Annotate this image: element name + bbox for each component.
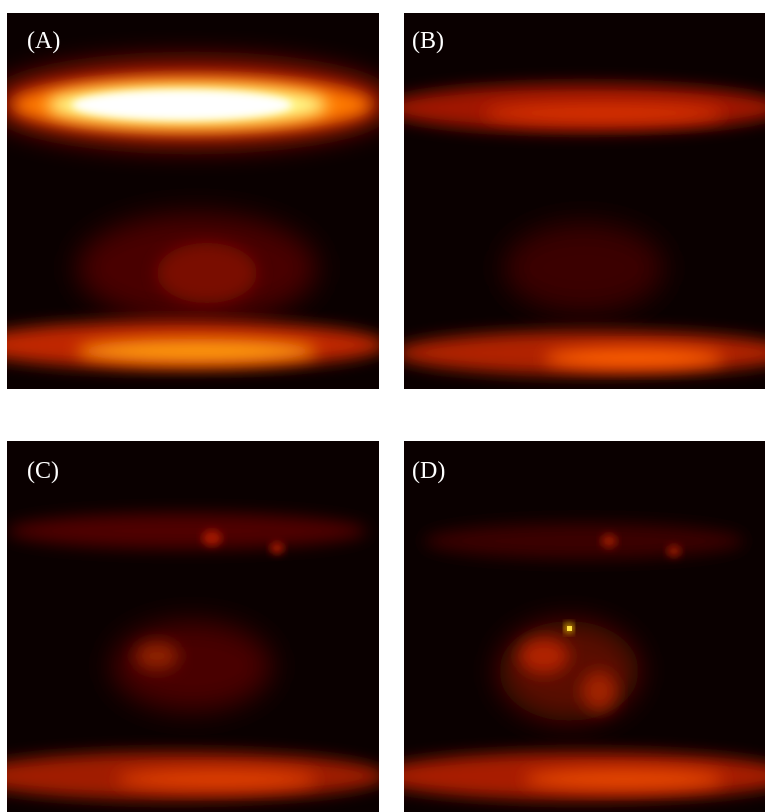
panel-label: (B) (412, 28, 444, 54)
panel-background (404, 13, 765, 389)
panel-d: (D) (404, 441, 765, 812)
panel-label: (A) (27, 28, 60, 54)
panel-label: (C) (27, 458, 59, 484)
panel-label: (D) (412, 458, 445, 484)
panel-a: (A) (7, 13, 379, 389)
panel-c: (C) (7, 441, 379, 812)
panel-b: (B) (404, 13, 765, 389)
